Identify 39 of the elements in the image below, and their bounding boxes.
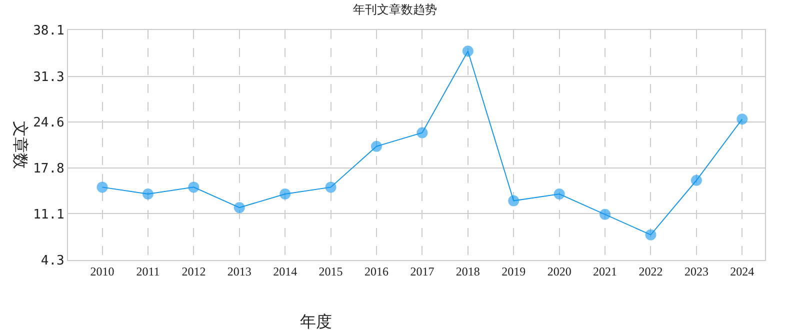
x-tick-label: 2012 [182,264,206,278]
y-tick-label: 4.3 [40,254,64,269]
point [645,229,656,240]
x-tick-label: 2022 [638,264,663,278]
point [736,114,748,125]
y-axis-title: 文章数 [10,121,29,170]
x-tick-label: 2020 [547,264,572,278]
point [416,127,428,138]
point [371,140,382,152]
point [554,188,565,200]
y-tick-label: 31.3 [33,70,64,85]
point [508,195,520,206]
y-tick-label: 24.6 [33,115,64,130]
y-tick-label: 17.8 [33,162,64,177]
point [280,188,291,200]
x-axis-title: 年度 [300,313,332,330]
y-tick-label: 11.1 [33,207,64,222]
point [188,182,200,193]
x-tick-label: 2016 [364,264,389,278]
point [690,174,702,186]
x-tick-label: 2024 [730,264,754,278]
point [142,188,154,200]
x-tick-label: 2017 [410,264,434,278]
point [462,46,474,57]
x-tick-label: 2015 [318,264,343,278]
x-tick-label: 2018 [456,264,480,278]
x-tick-label: 2013 [227,264,252,278]
x-tick-label: 2011 [136,264,160,278]
x-tick-label: 2010 [90,264,114,278]
point [325,182,336,193]
y-tick-label: 38.1 [33,24,64,39]
x-tick-label: 2021 [593,264,618,278]
point [234,202,245,214]
chart-title: 年刊文章数趋势 [353,2,437,16]
point [600,208,611,220]
x-tick-label: 2019 [502,264,526,278]
point [96,182,108,193]
x-tick-label: 2023 [684,264,708,278]
x-tick-label: 2014 [273,264,298,278]
